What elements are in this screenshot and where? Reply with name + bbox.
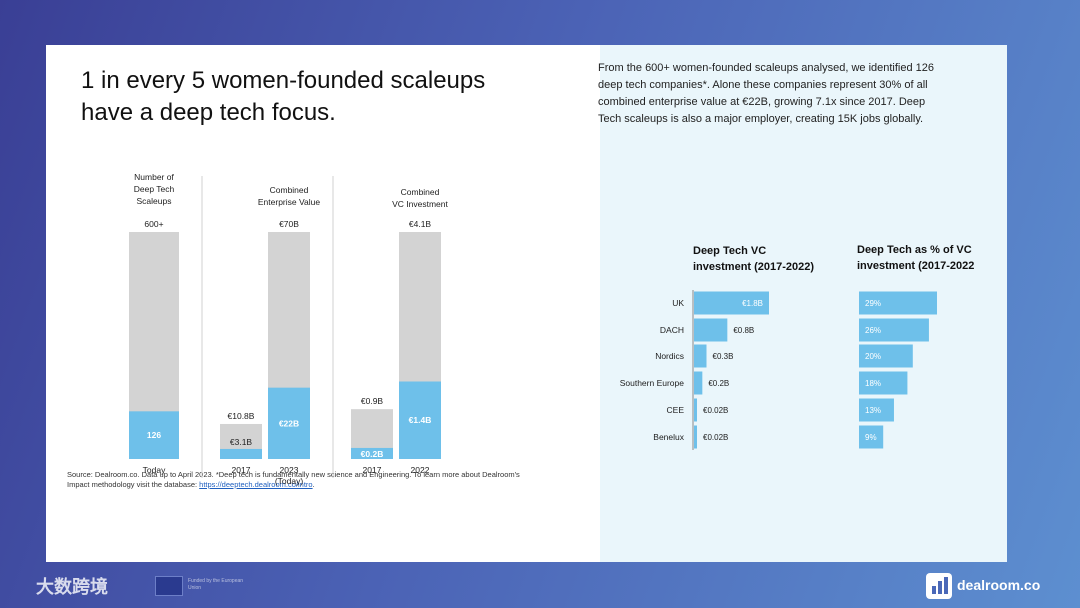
bar-region-share	[859, 398, 894, 422]
chart-1-title-line: Number of	[134, 172, 174, 182]
bar-region-share	[859, 371, 908, 395]
dealroom-logo: dealroom.co	[926, 573, 1046, 599]
bar-region-share	[859, 291, 937, 315]
chart-5-title-line: investment (2017-2022	[857, 260, 974, 272]
bar-region-vc	[694, 425, 697, 449]
chart-4-title-line: investment (2017-2022)	[693, 261, 814, 273]
chart-1-title-line: Deep Tech	[134, 184, 175, 194]
slide: 1 in every 5 women-founded scaleups have…	[46, 45, 1007, 562]
data-label-deep-tech: 126	[147, 430, 161, 440]
bar-region-vc	[694, 398, 697, 422]
data-label-region-share: 20%	[865, 352, 881, 361]
bar-region-vc	[694, 318, 728, 342]
region-label: CEE	[667, 405, 685, 415]
chart-1-title-line: Scaleups	[137, 196, 172, 206]
dealroom-mark-icon	[926, 573, 952, 599]
chart-4-title-line: Deep Tech VC	[693, 245, 766, 257]
bar-region-vc	[694, 371, 703, 395]
source-text: Source: Dealroom.co. Data up to April 20…	[67, 470, 520, 489]
data-label-total: 600+	[144, 219, 163, 229]
watermark-logo: 大数跨境	[6, 574, 146, 600]
bar-deep-tech	[268, 387, 310, 459]
source-link[interactable]: https://deeptech.dealroom.co/intro	[199, 480, 313, 489]
page-title: 1 in every 5 women-founded scaleups have…	[81, 65, 561, 129]
data-label-deep-tech: €3.1B	[230, 437, 253, 447]
data-label-region-vc: €1.8B	[742, 299, 763, 308]
bar-region-share	[859, 318, 929, 342]
source-note: Source: Dealroom.co. Data up to April 20…	[67, 470, 520, 489]
right-panel	[600, 45, 1007, 562]
data-label-region-vc: €0.3B	[713, 352, 734, 361]
bar-deep-tech	[351, 447, 393, 459]
category-sublabel: (Today)	[275, 476, 304, 486]
chart-2-title-line: Enterprise Value	[258, 197, 320, 207]
data-label-region-share: 13%	[865, 406, 881, 415]
data-label-region-vc: €0.2B	[708, 379, 729, 388]
data-label-deep-tech: €1.4B	[409, 415, 432, 425]
data-label-region-vc: €0.8B	[733, 326, 754, 335]
bar-deep-tech	[220, 448, 262, 459]
region-label: Benelux	[653, 432, 684, 442]
data-label-total: €10.8B	[228, 411, 255, 421]
bar-region-vc	[694, 344, 707, 368]
region-label: UK	[672, 298, 684, 308]
data-label-region-share: 29%	[865, 299, 881, 308]
data-label-deep-tech: €22B	[279, 418, 299, 428]
bar-region-vc	[694, 291, 769, 315]
eu-funding-text: Funded by the European Union	[188, 578, 244, 591]
data-label-region-vc: €0.02B	[703, 406, 728, 415]
bar-deep-tech	[399, 381, 441, 459]
eu-flag-icon	[155, 576, 183, 596]
chart-3-title-line: VC Investment	[392, 199, 448, 209]
watermark-text: 大数跨境	[36, 577, 108, 597]
data-label-total: €70B	[279, 219, 299, 229]
region-label: Nordics	[655, 351, 684, 361]
category-label: Today	[143, 465, 166, 475]
bar-deep-tech	[129, 411, 179, 459]
title-line-2: have a deep tech focus.	[81, 99, 336, 126]
data-label-deep-tech: €0.2B	[361, 449, 384, 459]
bar-region-share	[859, 344, 913, 368]
data-label-total: €4.1B	[409, 219, 432, 229]
chart-5-title-line: Deep Tech as % of VC	[857, 244, 972, 256]
data-label-region-vc: €0.02B	[703, 433, 728, 442]
data-label-total: €0.9B	[361, 396, 384, 406]
region-label: Southern Europe	[620, 378, 685, 388]
data-label-region-share: 18%	[865, 379, 881, 388]
data-label-region-share: 26%	[865, 326, 881, 335]
category-label: 2017	[232, 465, 251, 475]
bar-region-share	[859, 425, 884, 449]
data-label-region-share: 9%	[865, 433, 877, 442]
category-label: 2023	[280, 465, 299, 475]
chart-3-title-line: Combined	[401, 187, 440, 197]
category-label: 2022	[411, 465, 430, 475]
intro-paragraph: From the 600+ women-founded scaleups ana…	[598, 62, 935, 125]
dealroom-wordmark: dealroom.co	[957, 577, 1041, 593]
title-line-1: 1 in every 5 women-founded scaleups	[81, 67, 486, 94]
region-label: DACH	[660, 325, 684, 335]
category-label: 2017	[363, 465, 382, 475]
chart-2-title-line: Combined	[270, 185, 309, 195]
